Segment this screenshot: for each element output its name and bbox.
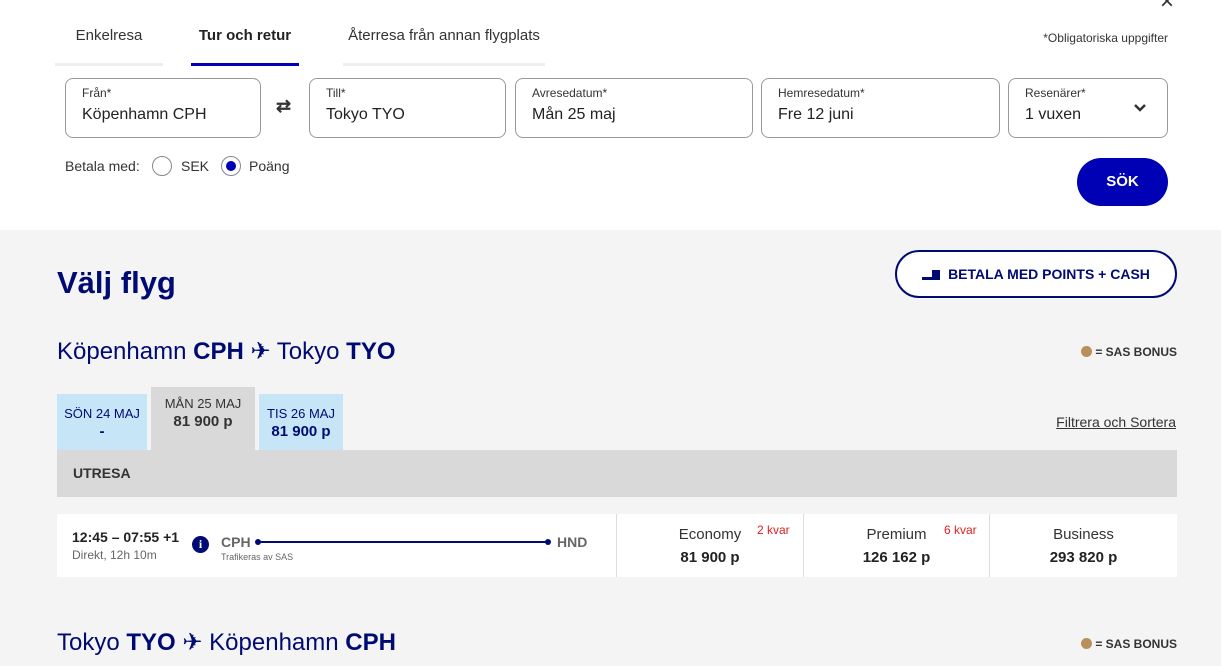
cabin-price: 293 820 p xyxy=(1049,549,1118,566)
wallet-icon xyxy=(922,270,941,280)
origin-code: CPH xyxy=(221,534,251,550)
from-code: TYO xyxy=(126,629,176,656)
flight-row[interactable] xyxy=(57,514,1177,577)
cabin-business[interactable]: Business 293 820 p xyxy=(989,514,1177,577)
seats-left: 2 kvar xyxy=(757,523,790,537)
cabin-price: 126 162 p xyxy=(862,549,931,566)
from-city: Köpenhamn xyxy=(57,338,187,365)
radio-sek[interactable] xyxy=(152,156,172,176)
date-tab-mon-25[interactable]: MÅN 25 MAJ 81 900 p xyxy=(151,387,255,450)
date-label: MÅN 25 MAJ xyxy=(164,396,242,411)
date-price: 81 900 p xyxy=(173,413,233,430)
date-label: TIS 26 MAJ xyxy=(267,406,335,421)
travellers-label: Resenärer* xyxy=(1025,86,1086,100)
tab-tur-och-retur[interactable]: Tur och retur xyxy=(198,27,292,44)
required-note: *Obligatoriska uppgifter xyxy=(1043,31,1168,45)
search-button[interactable]: SÖK xyxy=(1077,158,1168,206)
to-city: Köpenhamn xyxy=(209,629,339,656)
depart-date-field[interactable]: Avresedatum* Mån 25 maj xyxy=(515,78,753,138)
tab-enkelresa[interactable]: Enkelresa xyxy=(75,27,143,44)
route-line xyxy=(258,541,549,543)
cabin-name: Premium xyxy=(866,526,927,543)
cabin-economy[interactable]: Economy 81 900 p 2 kvar xyxy=(616,514,803,577)
from-value: Köpenhamn CPH xyxy=(82,106,207,123)
tab-aterresa[interactable]: Återresa från annan flygplats xyxy=(348,27,540,44)
depart-value: Mån 25 maj xyxy=(532,106,616,123)
cabin-name: Economy xyxy=(678,526,742,543)
bonus-dot-icon xyxy=(1081,346,1093,357)
date-tab-sun-24[interactable]: SÖN 24 MAJ - xyxy=(57,394,147,450)
outbound-route-heading: Köpenhamn CPH ✈ Tokyo TYO xyxy=(57,337,396,366)
chevron-down-icon xyxy=(1134,104,1146,112)
from-label: Från* xyxy=(82,86,112,100)
page-title: Välj flyg xyxy=(57,265,176,300)
to-city: Tokyo xyxy=(276,338,340,365)
bonus-dot-icon xyxy=(1081,638,1093,649)
destination-code: HND xyxy=(557,534,588,550)
date-price: 81 900 p xyxy=(271,423,331,440)
to-label: Till* xyxy=(326,86,346,100)
to-value: Tokyo TYO xyxy=(326,106,405,123)
return-value: Fre 12 juni xyxy=(778,106,854,123)
cabin-premium[interactable]: Premium 126 162 p 6 kvar xyxy=(803,514,989,577)
bonus-legend-text: = SAS BONUS xyxy=(1095,345,1177,359)
operator-label: Trafikeras av SAS xyxy=(221,552,294,562)
radio-poang-label: Poäng xyxy=(249,158,290,174)
date-label: SÖN 24 MAJ xyxy=(64,406,140,421)
inbound-route-heading: Tokyo TYO ✈ Köpenhamn CPH xyxy=(57,628,396,657)
bonus-legend-text: = SAS BONUS xyxy=(1095,637,1177,651)
travellers-value: 1 vuxen xyxy=(1025,106,1082,123)
filter-sort-link[interactable]: Filtrera och Sortera xyxy=(1056,414,1176,430)
bonus-legend: = SAS BONUS xyxy=(1081,345,1177,359)
seats-left: 6 kvar xyxy=(944,523,977,537)
return-label: Hemresedatum* xyxy=(778,86,865,100)
to-code: CPH xyxy=(345,629,396,656)
travellers-select[interactable]: Resenärer* 1 vuxen xyxy=(1008,78,1168,138)
cabin-name: Business xyxy=(1053,526,1114,543)
outbound-section-bar: UTRESA xyxy=(57,450,1177,497)
plane-icon: ✈ xyxy=(182,629,203,656)
to-field[interactable]: Till* Tokyo TYO xyxy=(309,78,506,138)
date-tab-tue-26[interactable]: TIS 26 MAJ 81 900 p xyxy=(259,394,343,450)
date-price: - xyxy=(99,423,105,440)
return-date-field[interactable]: Hemresedatum* Fre 12 juni xyxy=(761,78,1000,138)
plane-icon: ✈ xyxy=(250,338,271,365)
tab-underline xyxy=(343,63,545,66)
search-panel: × Enkelresa Tur och retur Återresa från … xyxy=(0,0,1221,230)
to-code: TYO xyxy=(346,338,396,365)
from-code: CPH xyxy=(193,338,244,365)
route-dot xyxy=(255,539,261,545)
radio-sek-label: SEK xyxy=(181,158,210,174)
info-icon[interactable]: i xyxy=(192,536,209,553)
swap-icon[interactable]: ⇄ xyxy=(276,96,292,116)
radio-poang[interactable] xyxy=(221,156,241,176)
cabin-price: 81 900 p xyxy=(680,549,740,566)
tab-underline xyxy=(55,63,163,66)
close-icon[interactable]: × xyxy=(1160,0,1175,15)
from-field[interactable]: Från* Köpenhamn CPH xyxy=(65,78,261,138)
bonus-legend: = SAS BONUS xyxy=(1081,637,1177,651)
flight-details: Direkt, 12h 10m xyxy=(72,548,157,562)
pay-with-label: Betala med: xyxy=(65,158,140,174)
points-cash-button[interactable]: BETALA MED POINTS + CASH xyxy=(895,250,1177,298)
depart-label: Avresedatum* xyxy=(532,86,608,100)
points-cash-label: BETALA MED POINTS + CASH xyxy=(948,266,1150,282)
from-city: Tokyo xyxy=(57,629,120,656)
section-label: UTRESA xyxy=(73,465,131,481)
tab-underline-active xyxy=(191,63,299,66)
route-dot xyxy=(545,539,551,545)
flight-times: 12:45 – 07:55 +1 xyxy=(72,529,180,545)
